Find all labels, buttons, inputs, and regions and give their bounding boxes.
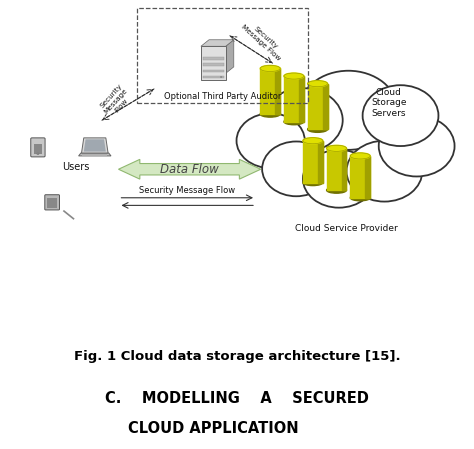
Ellipse shape — [284, 119, 304, 125]
Text: Users: Users — [62, 162, 90, 172]
Polygon shape — [79, 153, 111, 156]
Bar — [260, 68, 280, 114]
Ellipse shape — [350, 195, 370, 201]
Bar — [350, 156, 370, 198]
Text: Data Flow: Data Flow — [160, 163, 219, 176]
Bar — [322, 84, 328, 129]
Text: C.    MODELLING    A    SECURED: C. MODELLING A SECURED — [105, 391, 369, 406]
Bar — [318, 141, 323, 183]
Text: Fig. 1 Cloud data storage architecture [15].: Fig. 1 Cloud data storage architecture [… — [73, 350, 401, 363]
Circle shape — [37, 153, 39, 155]
Circle shape — [237, 113, 305, 168]
Circle shape — [346, 141, 422, 202]
FancyBboxPatch shape — [31, 138, 45, 157]
Circle shape — [263, 88, 343, 152]
Bar — [203, 75, 224, 78]
Text: Security
Message
Flow: Security Message Flow — [98, 82, 134, 119]
Polygon shape — [226, 40, 234, 73]
Bar — [284, 76, 304, 122]
Ellipse shape — [260, 66, 280, 71]
Text: Security
Message Flow: Security Message Flow — [240, 18, 286, 62]
Polygon shape — [118, 159, 261, 179]
Polygon shape — [201, 40, 234, 46]
Bar — [275, 68, 280, 114]
Text: CLOUD APPLICATION: CLOUD APPLICATION — [128, 421, 299, 436]
Circle shape — [379, 116, 455, 176]
Bar — [203, 70, 224, 72]
Bar — [303, 141, 323, 183]
Text: Cloud
Storage
Servers: Cloud Storage Servers — [371, 88, 406, 118]
Ellipse shape — [303, 180, 323, 185]
Bar — [341, 148, 346, 190]
Bar — [47, 198, 57, 208]
Ellipse shape — [327, 187, 346, 193]
Bar — [34, 144, 42, 154]
Text: Security Message Flow: Security Message Flow — [139, 186, 235, 195]
Bar — [203, 57, 224, 60]
Ellipse shape — [308, 81, 328, 87]
Ellipse shape — [260, 111, 280, 117]
Text: Cloud Service Provider: Cloud Service Provider — [295, 224, 397, 233]
Ellipse shape — [350, 153, 370, 159]
Circle shape — [303, 150, 375, 207]
Bar — [82, 154, 108, 155]
Circle shape — [299, 71, 398, 150]
Bar — [299, 76, 304, 122]
Bar — [201, 46, 226, 80]
Ellipse shape — [327, 145, 346, 151]
Ellipse shape — [284, 73, 304, 79]
Ellipse shape — [303, 138, 323, 144]
Circle shape — [220, 76, 222, 78]
Bar — [137, 8, 308, 103]
Bar — [365, 156, 370, 198]
Text: Optional Third Party Auditor: Optional Third Party Auditor — [164, 92, 282, 101]
Polygon shape — [84, 139, 106, 152]
Bar — [327, 148, 346, 190]
Bar — [308, 84, 328, 129]
Circle shape — [262, 141, 330, 196]
Circle shape — [363, 85, 438, 146]
Bar — [203, 63, 224, 66]
Polygon shape — [82, 138, 108, 153]
Ellipse shape — [308, 126, 328, 132]
FancyBboxPatch shape — [45, 195, 60, 210]
